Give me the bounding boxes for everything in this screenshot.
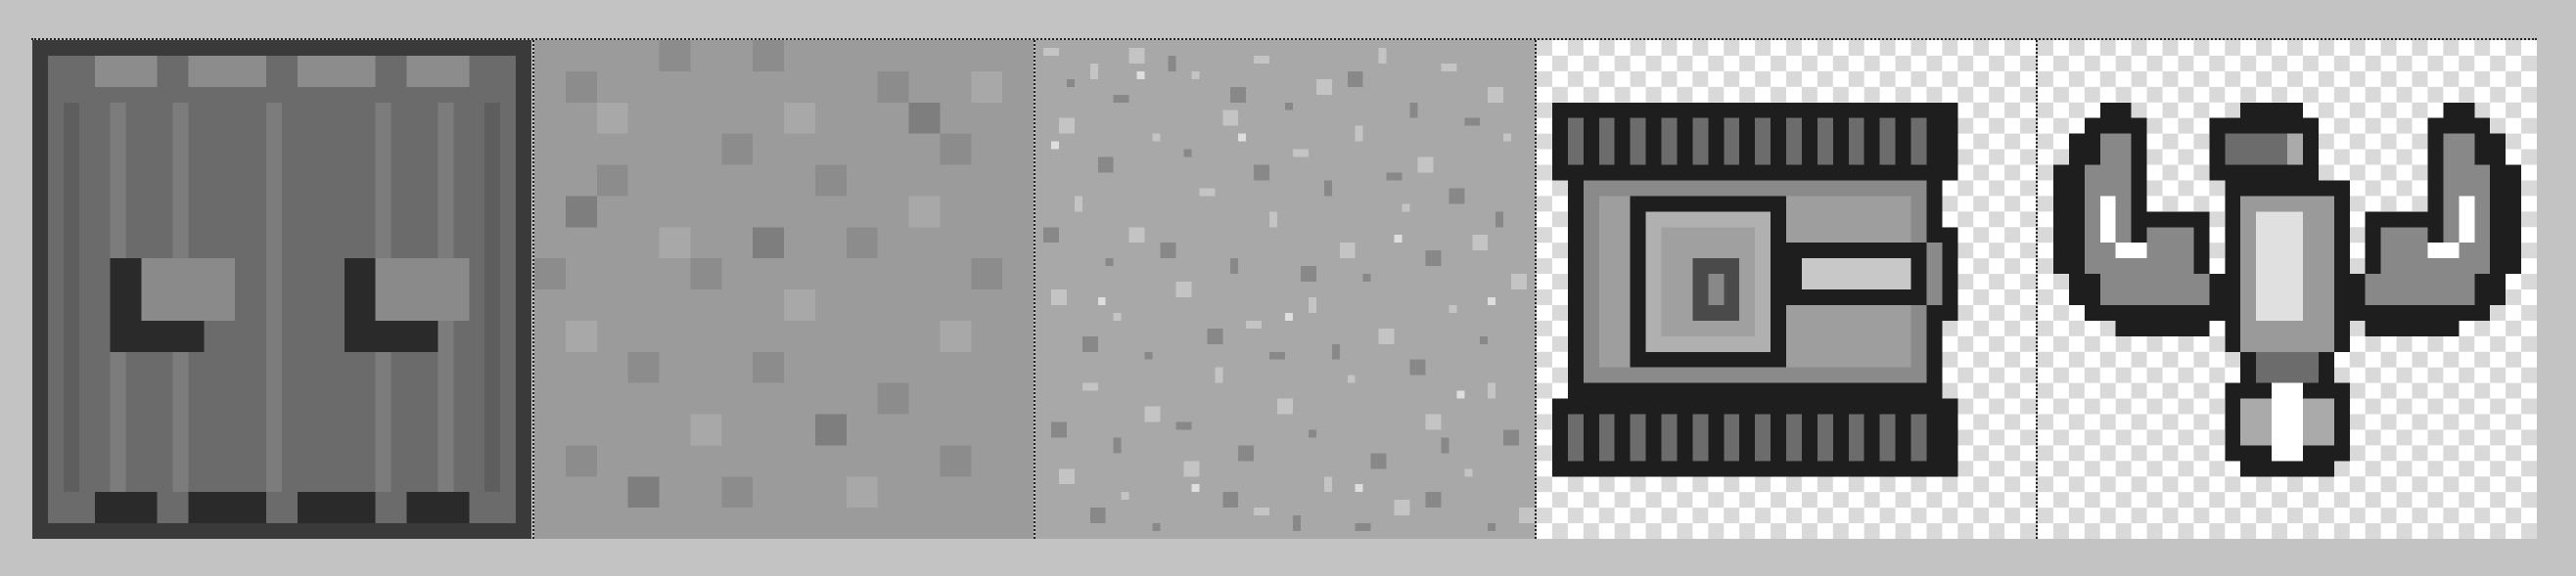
gravel-floor-icon <box>534 40 1034 539</box>
eagle-tile[interactable] <box>2036 40 2537 539</box>
tileset-strip <box>31 38 2537 539</box>
tank-sprite-icon <box>1537 40 2036 539</box>
tank-tile[interactable] <box>1535 40 2036 539</box>
wall-panel-tile[interactable] <box>31 40 532 539</box>
floor-light-tile[interactable] <box>532 40 1034 539</box>
eagle-emblem-icon <box>2038 40 2537 539</box>
noise-ground-icon <box>1035 40 1535 539</box>
floor-noise-tile[interactable] <box>1034 40 1535 539</box>
steel-wall-icon <box>32 40 531 539</box>
